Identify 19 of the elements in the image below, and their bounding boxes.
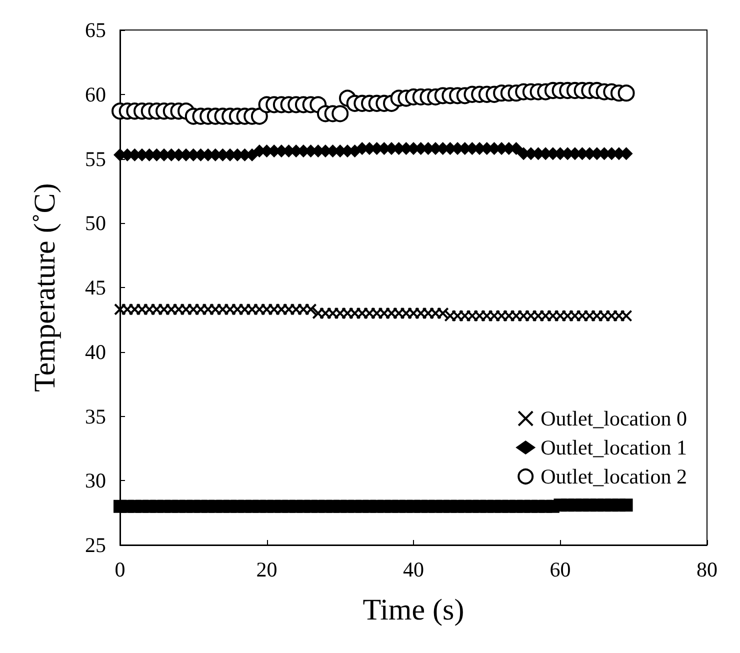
legend-label: Outlet_location 2 xyxy=(540,464,688,488)
x-tick-label: 60 xyxy=(550,558,571,582)
x-tick-label: 0 xyxy=(114,558,126,582)
x-axis-title: Time (s) xyxy=(362,594,464,626)
y-tick-label: 25 xyxy=(85,533,106,557)
legend-label: Outlet_location 0 xyxy=(540,406,688,430)
y-tick-label: 60 xyxy=(85,82,106,106)
y-tick-label: 35 xyxy=(85,404,106,428)
y-tick-label: 30 xyxy=(85,468,106,493)
x-tick-label: 20 xyxy=(256,558,278,582)
y-tick-label: 40 xyxy=(85,340,106,364)
y-tick-label: 50 xyxy=(85,211,106,236)
x-tick-label: 40 xyxy=(403,558,424,582)
x-tick-label: 80 xyxy=(696,558,718,582)
y-axis-title: Temperature (˚C) xyxy=(28,183,62,392)
legend-label: Outlet_location 1 xyxy=(540,436,688,460)
y-tick-label: 65 xyxy=(85,18,106,42)
y-tick-label: 45 xyxy=(85,276,106,300)
y-tick-label: 55 xyxy=(85,146,106,171)
